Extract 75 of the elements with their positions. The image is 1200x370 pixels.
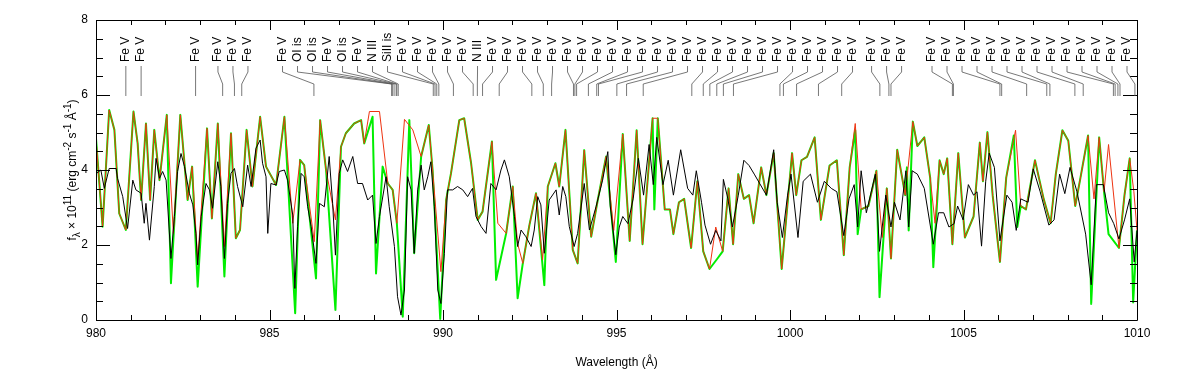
annotation: Fe V	[319, 36, 334, 62]
annotation: Fe V	[133, 36, 148, 62]
y-tick-label: 4	[81, 162, 89, 177]
annotation: Fe V	[1119, 36, 1134, 62]
annotation: Fe V	[969, 36, 984, 62]
annotation: Fe V	[484, 36, 499, 62]
annotation: Fe V	[349, 36, 364, 62]
annotation: Fe V	[559, 36, 574, 62]
annotation: OI is	[289, 37, 304, 62]
x-tick-label: 980	[85, 325, 107, 340]
annotation: Fe V	[679, 36, 694, 62]
y-tick-label: 0	[81, 312, 89, 327]
annotation: Fe V	[187, 36, 202, 62]
x-tick-label: 1005	[950, 325, 978, 340]
annotation: Fe V	[754, 36, 769, 62]
annotation: Fe V	[394, 36, 409, 62]
annotation: Fe V	[1089, 36, 1104, 62]
annotation: Fe V	[878, 36, 893, 62]
annotation: Fe V	[409, 36, 424, 62]
annotation: Fe V	[1074, 36, 1089, 62]
annotation: Fe V	[514, 36, 529, 62]
annotation: Fe V	[709, 36, 724, 62]
annotation: Fe V	[604, 36, 619, 62]
annotation: Fe V	[499, 36, 514, 62]
annotation: Fe V	[664, 36, 679, 62]
x-tick-label: 1000	[776, 325, 804, 340]
annotation: Fe V	[1014, 36, 1029, 62]
annotation: OI is	[304, 37, 319, 62]
x-tick-label: 1010	[1123, 325, 1151, 340]
annotation: Fe V	[544, 36, 559, 62]
annotation: Fe V	[844, 36, 859, 62]
x-tick-label: 985	[259, 325, 280, 340]
annotation: Fe V	[225, 36, 240, 62]
annotation: Fe V	[1029, 36, 1044, 62]
annotation: N III	[364, 39, 379, 62]
annotation: Fe V	[999, 36, 1014, 62]
annotation: Fe V	[118, 36, 133, 62]
annotation: OI is	[334, 37, 349, 62]
y-tick-label: 8	[81, 12, 89, 27]
y-tick-label: 6	[81, 87, 89, 102]
annotation: Fe V	[619, 36, 634, 62]
annotation: Fe V	[984, 36, 999, 62]
annotation: Fe V	[210, 36, 225, 62]
annotation: Fe V	[724, 36, 739, 62]
x-tick-label: 990	[432, 325, 454, 340]
annotation: Fe V	[634, 36, 649, 62]
annotation: Fe V	[439, 36, 454, 62]
annotation: Fe V	[784, 36, 799, 62]
annotation: SiII is	[379, 32, 394, 62]
annotation: Fe V	[924, 36, 939, 62]
annotation: Fe V	[939, 36, 954, 62]
annotation: Fe V	[240, 36, 255, 62]
annotation: Fe V	[694, 36, 709, 62]
annotation: Fe V	[649, 36, 664, 62]
annotation: Fe V	[893, 36, 908, 62]
annotation: Fe V	[954, 36, 969, 62]
annotation: Fe V	[274, 36, 289, 62]
x-tick-label: 995	[606, 325, 627, 340]
annotation: Fe V	[574, 36, 589, 62]
annotation: Fe V	[799, 36, 814, 62]
annotation: Fe V	[454, 36, 469, 62]
annotation: Fe V	[1059, 36, 1074, 62]
annotation: Fe V	[1104, 36, 1119, 62]
annotation: Fe V	[739, 36, 754, 62]
annotation: Fe V	[529, 36, 544, 62]
y-tick-label: 2	[81, 237, 89, 252]
annotation: Fe V	[424, 36, 439, 62]
x-axis-title: Wavelength (Å)	[575, 354, 658, 370]
annotation: Fe V	[814, 36, 829, 62]
annotation: N III	[469, 39, 484, 62]
annotation: Fe V	[829, 36, 844, 62]
annotation: Fe V	[769, 36, 784, 62]
annotation: Fe V	[589, 36, 604, 62]
annotation: Fe V	[1044, 36, 1059, 62]
annotation: Fe V	[863, 36, 878, 62]
